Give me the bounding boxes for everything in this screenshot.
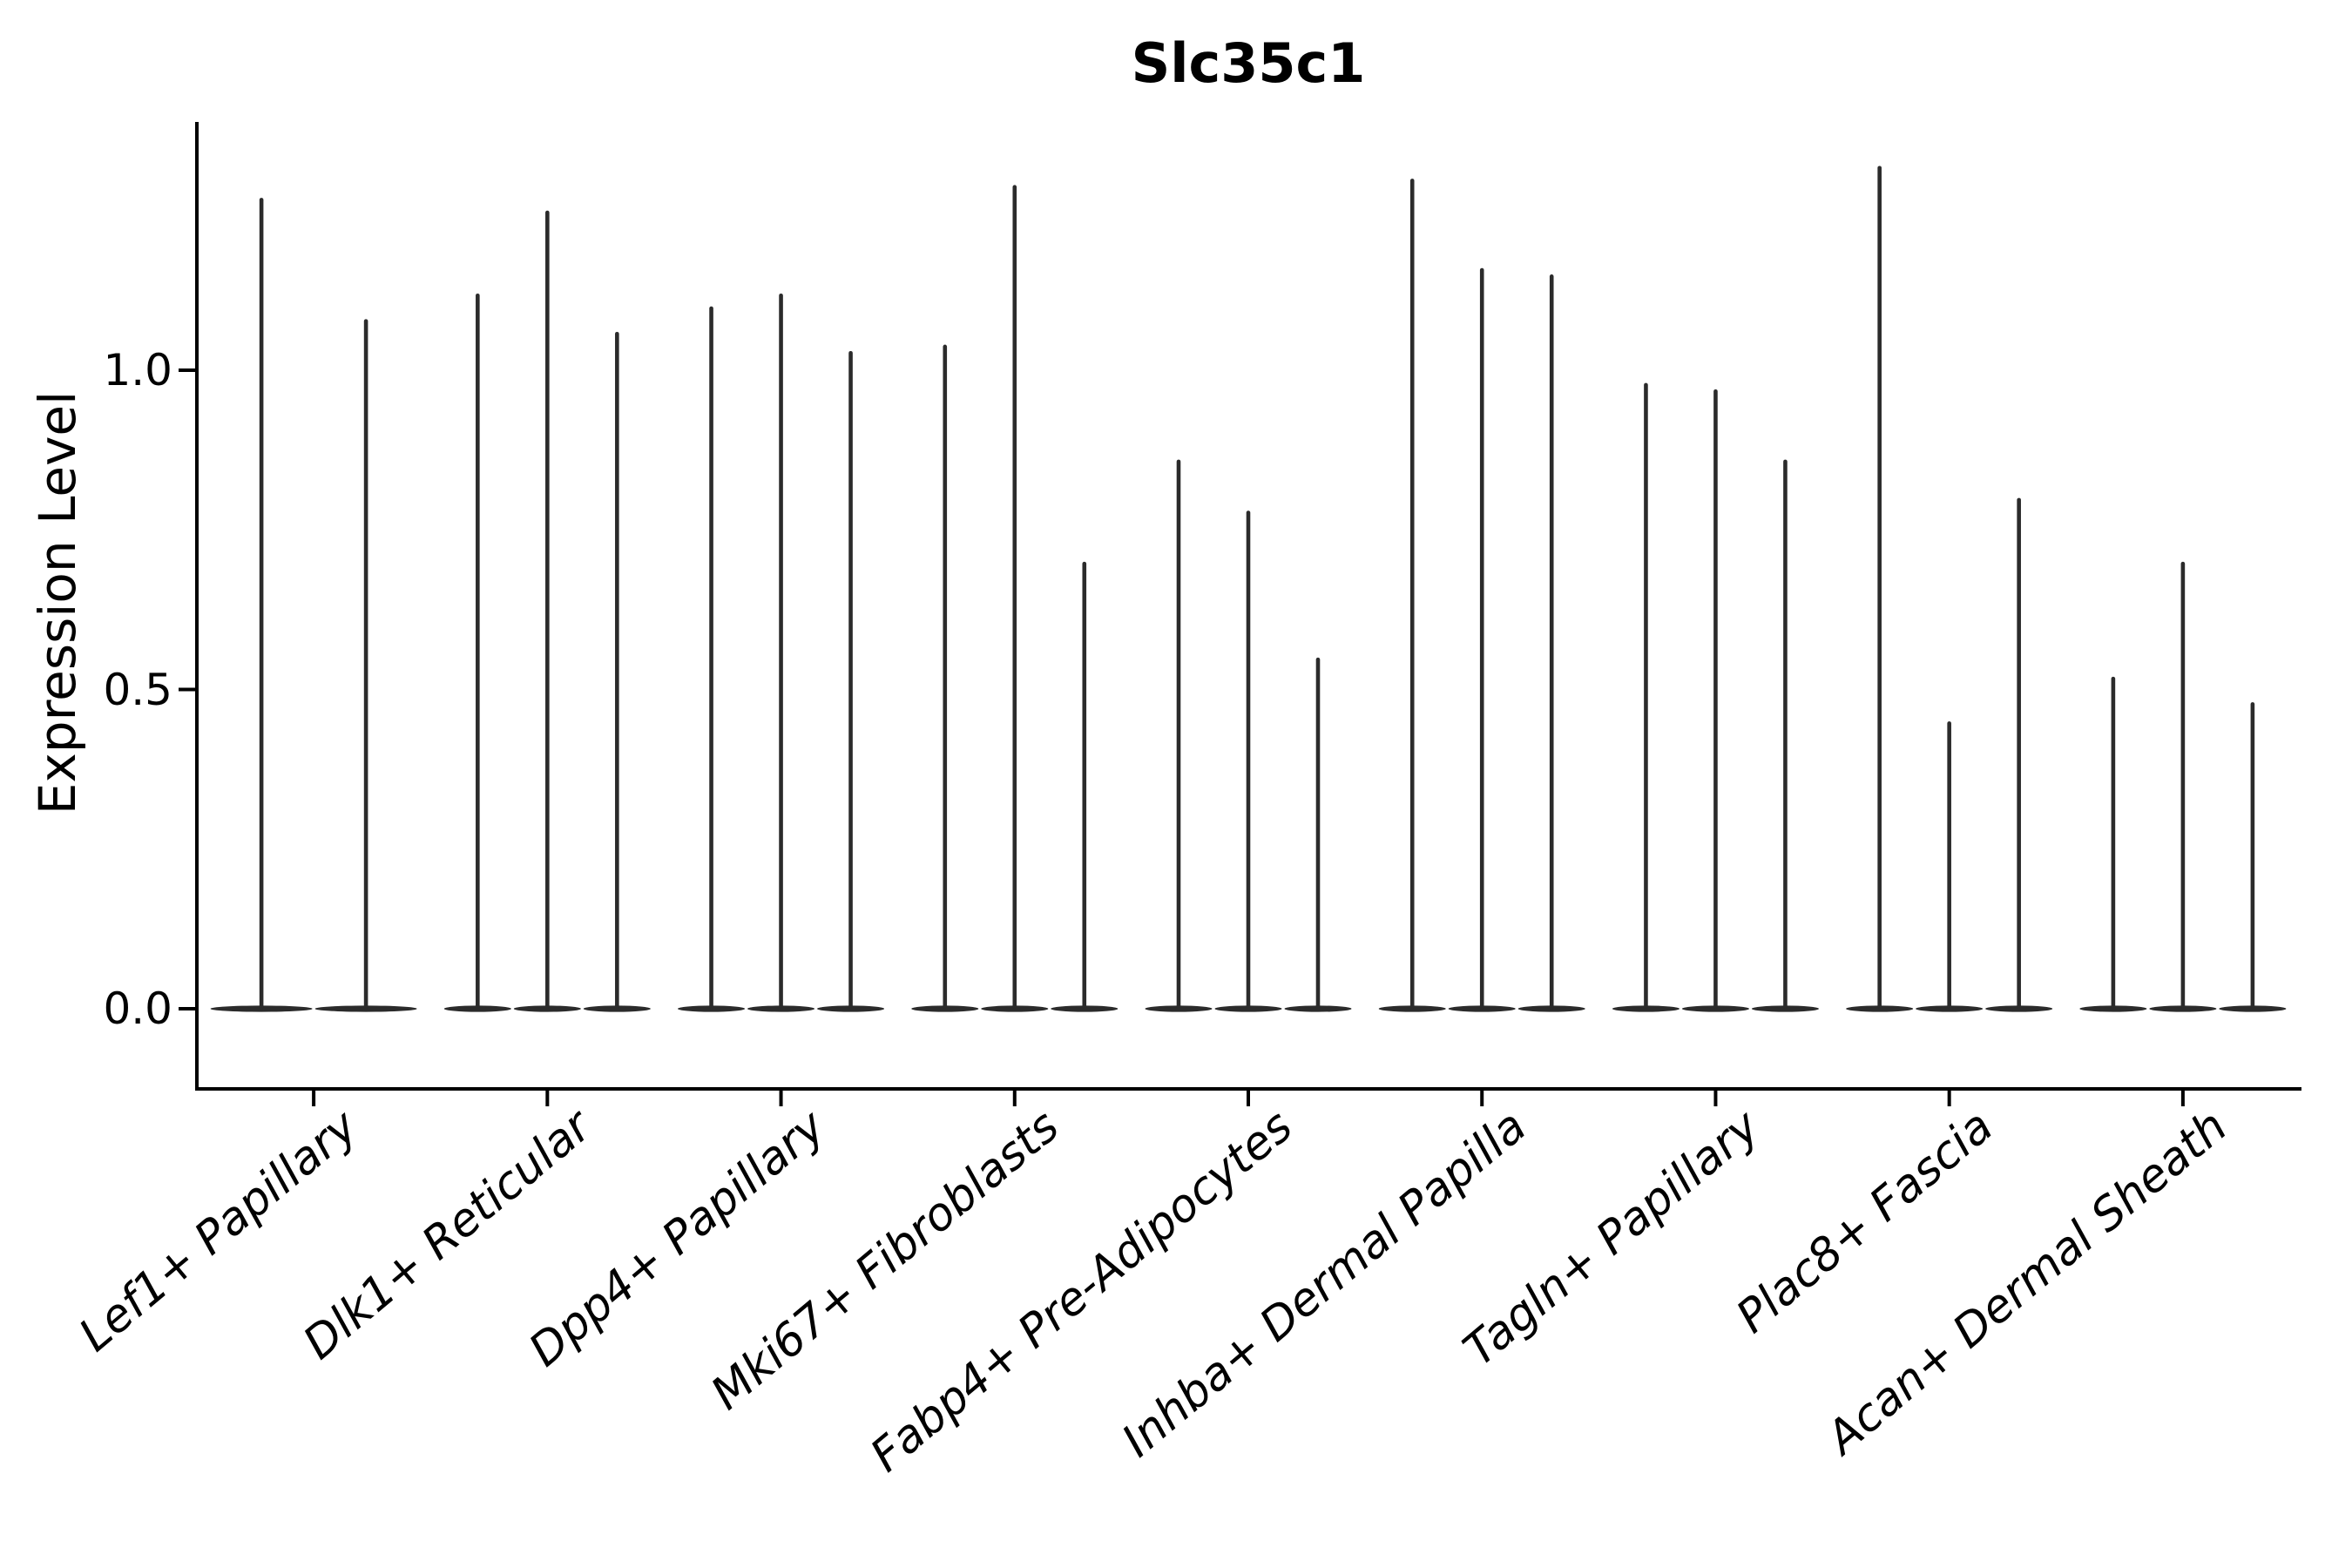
violin-spike — [1479, 267, 1484, 1010]
violin-spike — [545, 210, 550, 1009]
violin-spike — [1082, 561, 1087, 1009]
violin-spike — [1409, 179, 1415, 1010]
violin-spike — [1246, 510, 1251, 1009]
y-tick-label: 0.0 — [103, 983, 172, 1034]
violin-spike — [1315, 657, 1321, 1009]
violin-spike — [779, 294, 783, 1009]
violin-spike — [1012, 185, 1017, 1009]
violin-spike — [1176, 459, 1181, 1009]
violin-spike — [1644, 382, 1648, 1009]
violin-spike — [615, 332, 619, 1009]
violin-spike — [943, 344, 948, 1009]
violin-spike — [2250, 702, 2255, 1009]
violin-spike — [2017, 497, 2021, 1009]
violin-spike — [2180, 561, 2186, 1009]
violin-spike — [476, 294, 480, 1009]
y-tick-label: 1.0 — [103, 345, 172, 395]
violin-spike — [1713, 389, 1718, 1009]
violin-spike — [1549, 274, 1554, 1009]
violin-spike — [2111, 676, 2116, 1009]
y-tick-label: 0.5 — [103, 664, 172, 715]
violin-spike — [1877, 166, 1882, 1009]
violin-spike — [848, 351, 853, 1009]
violin-spike — [363, 319, 368, 1009]
chart-title: Slc35c1 — [1131, 31, 1366, 95]
violin-spike — [259, 198, 264, 1010]
violin-spike — [1783, 459, 1788, 1009]
violin-spike — [1947, 721, 1951, 1009]
violin-spike — [709, 306, 713, 1009]
